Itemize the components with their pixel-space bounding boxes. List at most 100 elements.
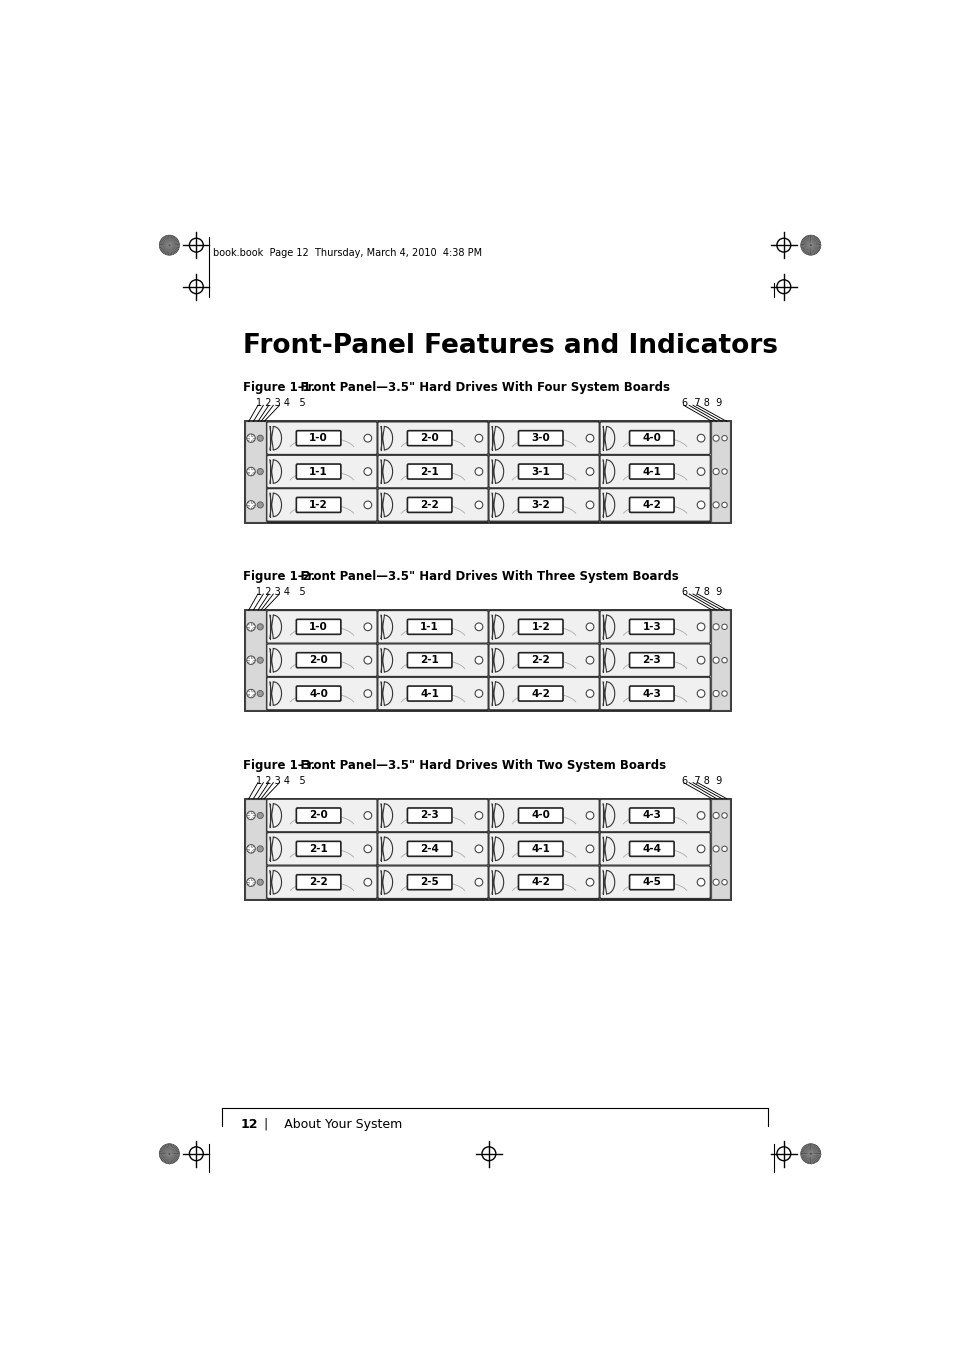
Text: 4-5: 4-5 xyxy=(641,878,660,887)
FancyBboxPatch shape xyxy=(488,423,598,455)
Circle shape xyxy=(247,467,255,475)
Text: 4-2: 4-2 xyxy=(641,500,660,510)
Circle shape xyxy=(712,468,719,475)
FancyBboxPatch shape xyxy=(296,497,340,513)
Text: 2-1: 2-1 xyxy=(420,655,438,666)
FancyBboxPatch shape xyxy=(267,799,376,832)
Text: 1-0: 1-0 xyxy=(309,622,328,632)
Circle shape xyxy=(697,656,704,664)
Text: 2-0: 2-0 xyxy=(420,433,438,443)
FancyBboxPatch shape xyxy=(629,809,674,824)
Text: 2-1: 2-1 xyxy=(420,467,438,477)
Text: 4-0: 4-0 xyxy=(641,433,660,443)
FancyBboxPatch shape xyxy=(267,833,376,865)
FancyBboxPatch shape xyxy=(245,610,266,710)
FancyBboxPatch shape xyxy=(267,865,376,899)
Circle shape xyxy=(697,435,704,441)
FancyBboxPatch shape xyxy=(710,610,729,710)
Circle shape xyxy=(721,502,726,508)
FancyBboxPatch shape xyxy=(488,833,598,865)
FancyBboxPatch shape xyxy=(267,610,376,643)
Text: 2-1: 2-1 xyxy=(309,844,328,853)
Text: 4-3: 4-3 xyxy=(641,688,660,698)
Text: 2-2: 2-2 xyxy=(531,655,550,666)
Text: book.book  Page 12  Thursday, March 4, 2010  4:38 PM: book.book Page 12 Thursday, March 4, 201… xyxy=(213,248,482,258)
Text: 2-5: 2-5 xyxy=(420,878,438,887)
FancyBboxPatch shape xyxy=(629,875,674,890)
Circle shape xyxy=(475,467,482,475)
FancyBboxPatch shape xyxy=(486,467,491,477)
Circle shape xyxy=(247,690,255,698)
Circle shape xyxy=(721,624,726,629)
Text: 2-3: 2-3 xyxy=(420,810,438,821)
Text: 4-1: 4-1 xyxy=(641,467,660,477)
Text: 1-1: 1-1 xyxy=(309,467,328,477)
FancyBboxPatch shape xyxy=(375,844,379,853)
FancyBboxPatch shape xyxy=(375,467,379,477)
FancyBboxPatch shape xyxy=(296,841,340,856)
FancyBboxPatch shape xyxy=(486,688,491,698)
FancyBboxPatch shape xyxy=(377,423,488,455)
Circle shape xyxy=(257,813,263,818)
FancyBboxPatch shape xyxy=(486,501,491,509)
Circle shape xyxy=(247,433,255,443)
Circle shape xyxy=(721,657,726,663)
Text: 3-1: 3-1 xyxy=(531,467,550,477)
FancyBboxPatch shape xyxy=(597,501,601,509)
Circle shape xyxy=(585,811,593,819)
FancyBboxPatch shape xyxy=(488,799,598,832)
Circle shape xyxy=(697,811,704,819)
FancyBboxPatch shape xyxy=(267,678,376,710)
FancyBboxPatch shape xyxy=(597,878,601,887)
Circle shape xyxy=(721,436,726,441)
Circle shape xyxy=(721,846,726,852)
Circle shape xyxy=(697,501,704,509)
Text: 1-2: 1-2 xyxy=(309,500,328,510)
FancyBboxPatch shape xyxy=(599,799,710,832)
Text: Front Panel—3.5" Hard Drives With Two System Boards: Front Panel—3.5" Hard Drives With Two Sy… xyxy=(288,759,665,772)
FancyBboxPatch shape xyxy=(517,497,562,513)
FancyBboxPatch shape xyxy=(517,686,562,701)
Text: 1-0: 1-0 xyxy=(309,433,328,443)
Text: 1-2: 1-2 xyxy=(531,622,550,632)
Text: 4-0: 4-0 xyxy=(531,810,550,821)
FancyBboxPatch shape xyxy=(407,497,452,513)
Circle shape xyxy=(585,879,593,886)
Circle shape xyxy=(247,845,255,853)
FancyBboxPatch shape xyxy=(629,841,674,856)
Text: 4-3: 4-3 xyxy=(641,810,660,821)
Circle shape xyxy=(247,622,255,630)
FancyBboxPatch shape xyxy=(267,423,376,455)
FancyBboxPatch shape xyxy=(245,421,266,521)
FancyBboxPatch shape xyxy=(296,686,340,701)
Circle shape xyxy=(475,690,482,698)
FancyBboxPatch shape xyxy=(486,622,491,632)
FancyBboxPatch shape xyxy=(599,833,710,865)
Circle shape xyxy=(364,435,372,441)
FancyBboxPatch shape xyxy=(377,610,488,643)
FancyBboxPatch shape xyxy=(517,431,562,446)
FancyBboxPatch shape xyxy=(245,799,266,899)
FancyBboxPatch shape xyxy=(245,799,729,899)
FancyBboxPatch shape xyxy=(488,678,598,710)
FancyBboxPatch shape xyxy=(488,455,598,487)
Circle shape xyxy=(721,691,726,697)
Text: |    About Your System: | About Your System xyxy=(256,1118,402,1131)
Circle shape xyxy=(257,879,263,886)
FancyBboxPatch shape xyxy=(375,656,379,664)
Text: 1-3: 1-3 xyxy=(641,622,660,632)
FancyBboxPatch shape xyxy=(377,678,488,710)
FancyBboxPatch shape xyxy=(599,489,710,521)
FancyBboxPatch shape xyxy=(375,878,379,887)
Text: 12: 12 xyxy=(241,1118,258,1131)
FancyBboxPatch shape xyxy=(599,455,710,487)
Circle shape xyxy=(257,690,263,697)
Circle shape xyxy=(247,656,255,664)
Text: 1-1: 1-1 xyxy=(420,622,438,632)
FancyBboxPatch shape xyxy=(296,652,340,668)
FancyBboxPatch shape xyxy=(629,497,674,513)
Circle shape xyxy=(721,468,726,474)
FancyBboxPatch shape xyxy=(517,620,562,634)
FancyBboxPatch shape xyxy=(710,799,729,899)
FancyBboxPatch shape xyxy=(517,841,562,856)
